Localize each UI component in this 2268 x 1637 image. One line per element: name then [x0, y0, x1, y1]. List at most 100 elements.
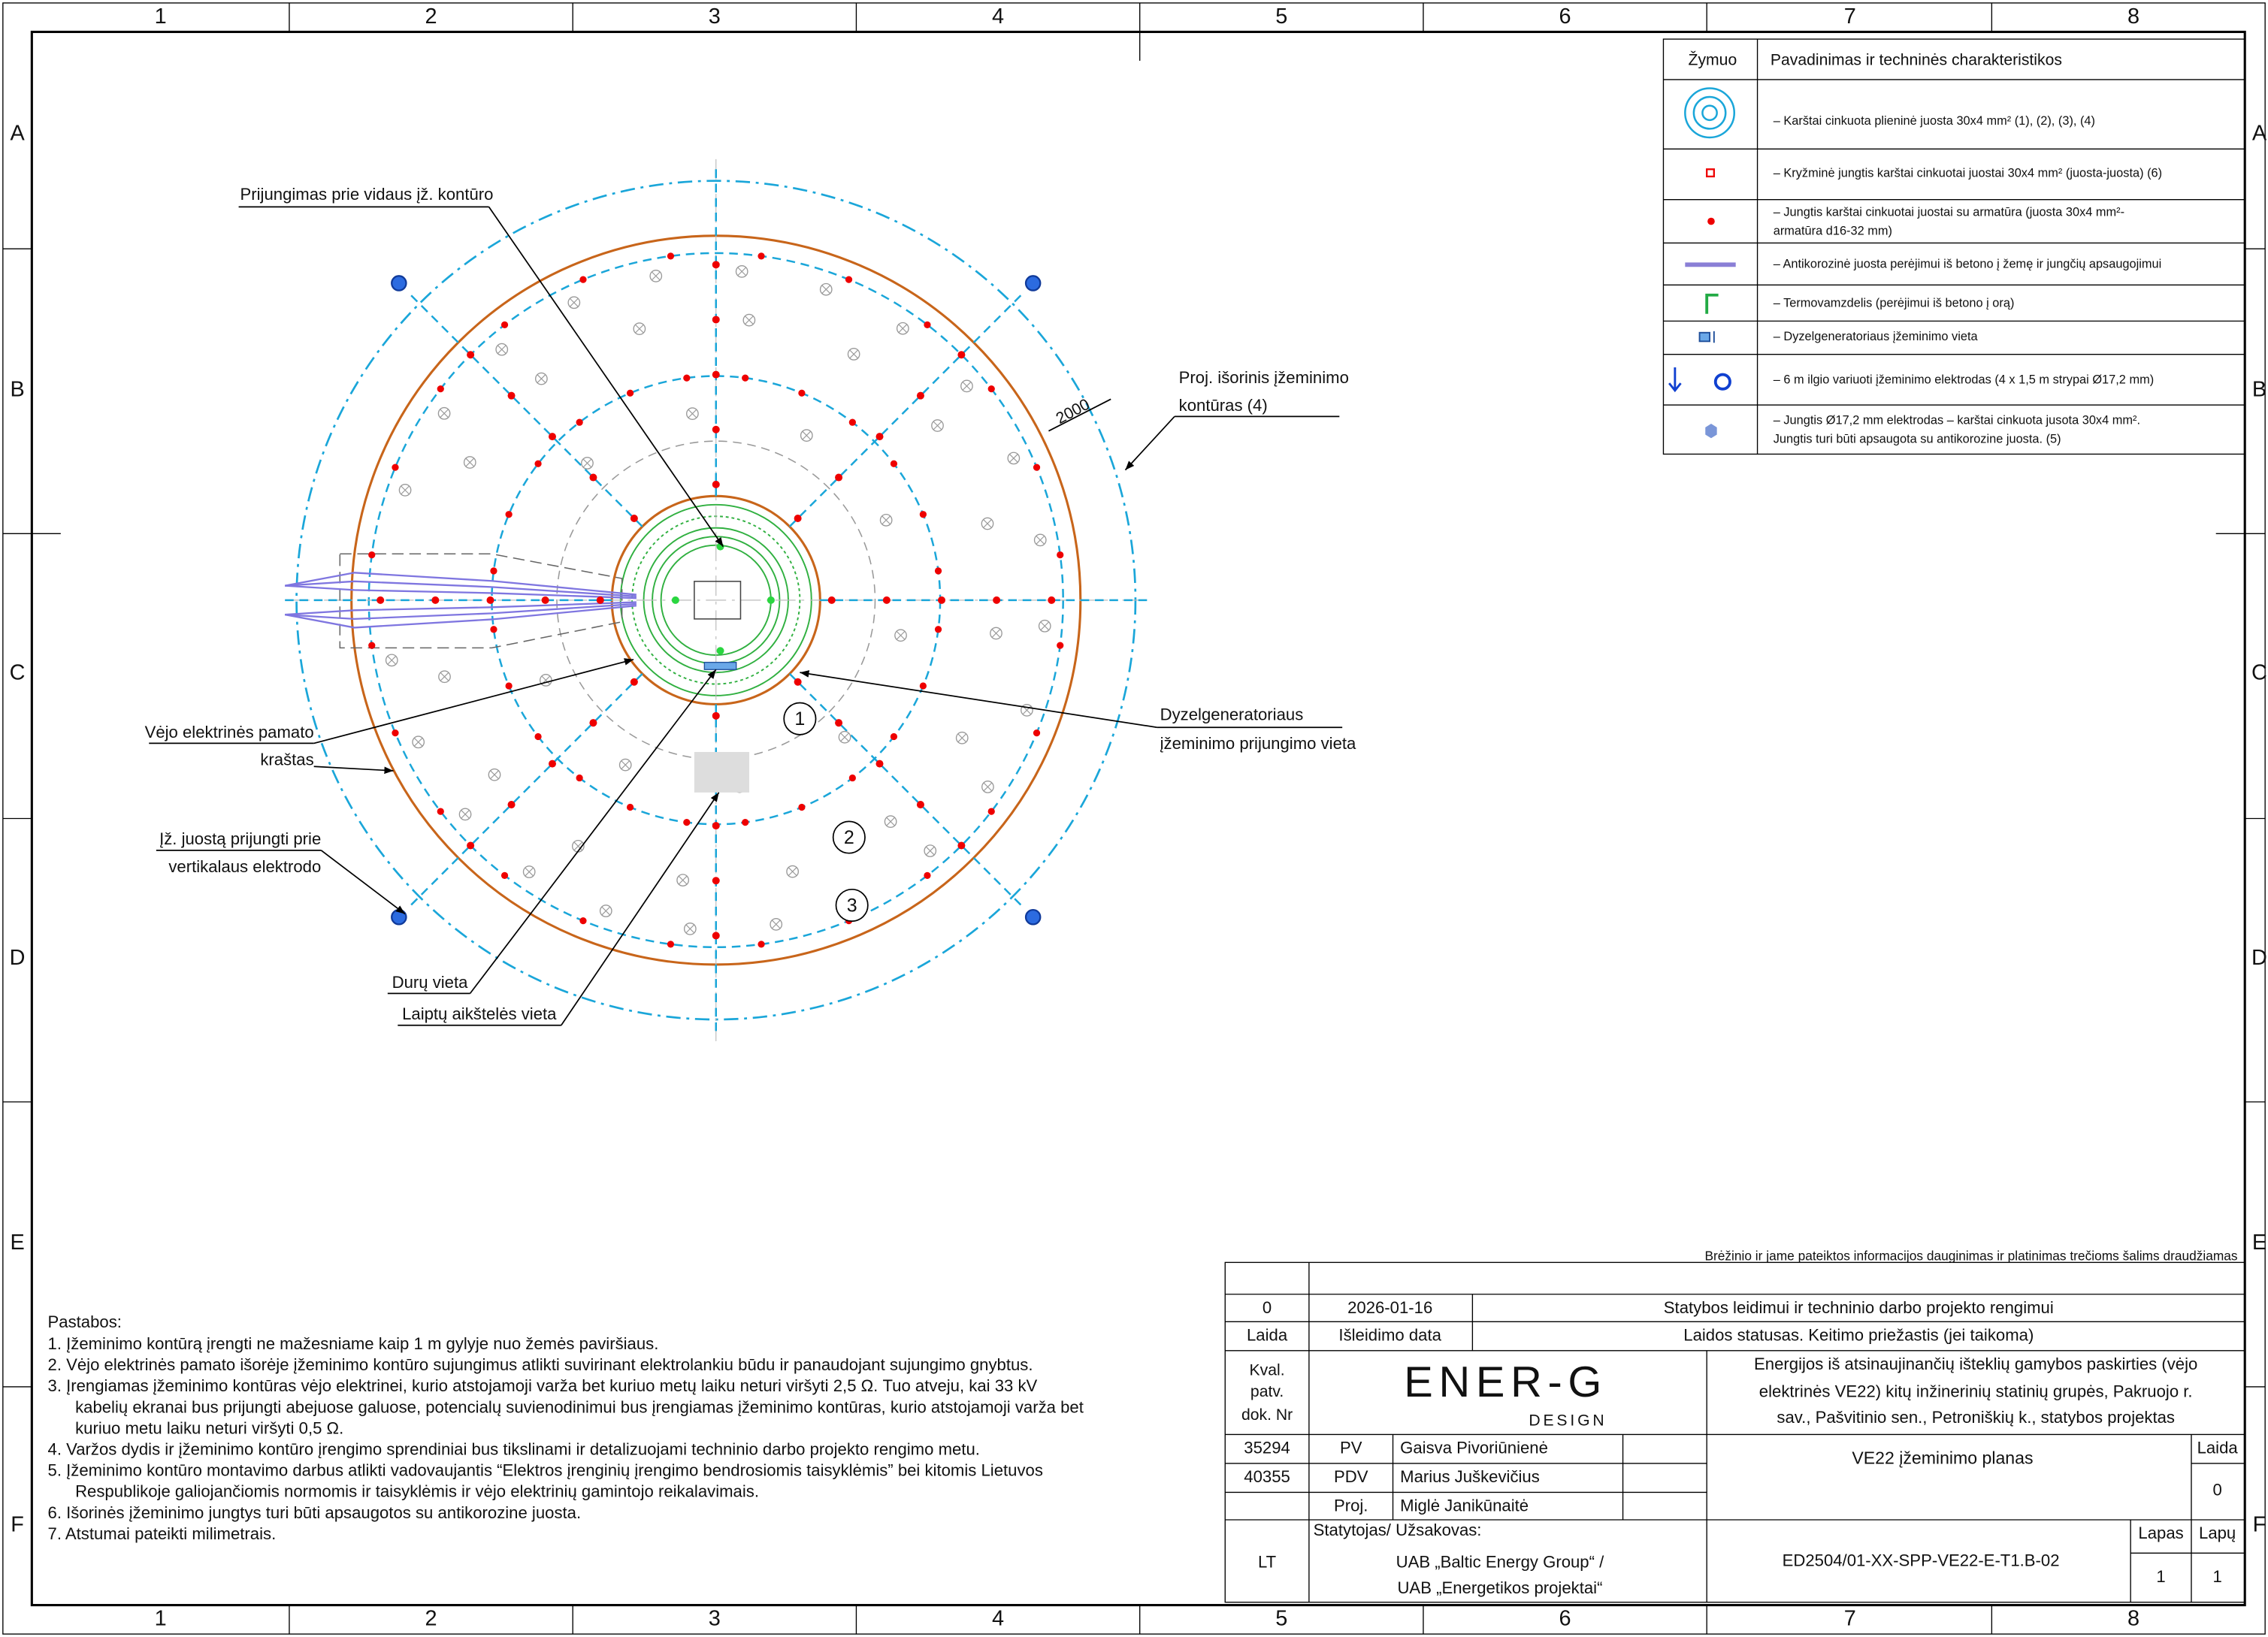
- rebar-joint: [437, 808, 444, 814]
- column-label: 4: [992, 5, 1004, 29]
- rebar-joint: [924, 322, 930, 328]
- rebar-joint: [935, 626, 942, 633]
- revision-header: Išleidimo data: [1338, 1325, 1441, 1344]
- rebar-joint: [742, 374, 748, 381]
- rebar-joint: [988, 808, 995, 814]
- rebar-joint: [876, 433, 884, 440]
- callout: vertikalaus elektrodo: [168, 857, 321, 876]
- revision-cell: 2026-01-16: [1347, 1298, 1432, 1317]
- rebar-joint: [920, 511, 927, 518]
- logo: ENER-G: [1404, 1358, 1607, 1406]
- rebar-joint: [742, 819, 748, 826]
- revision-number: 0: [2212, 1480, 2221, 1499]
- rebar-joint: [667, 252, 674, 259]
- callout: Proj. išorinis įžeminimo: [1179, 368, 1349, 387]
- rebar-joint: [1033, 729, 1040, 736]
- revision-header: Laidos statusas. Keitimo priežastis (jei…: [1683, 1325, 2034, 1344]
- note: 5. Įžeminimo kontūro montavimo darbus at…: [48, 1461, 1043, 1480]
- rebar-joint: [589, 474, 597, 482]
- marker: 1: [794, 708, 805, 729]
- column-label: 7: [1844, 5, 1856, 29]
- electrode: [392, 276, 406, 290]
- rebar-joint: [431, 597, 439, 604]
- row-label: E: [10, 1231, 24, 1255]
- client-label: Statytojas/ Užsakovas:: [1314, 1521, 1482, 1539]
- rebar-joint: [712, 712, 720, 720]
- column-label: 3: [709, 5, 721, 29]
- rebar-joint: [501, 322, 508, 328]
- rebar-joint: [683, 819, 690, 826]
- electrode: [1026, 276, 1040, 290]
- cert-label: Kval.: [1250, 1361, 1285, 1379]
- rebar-joint: [845, 276, 852, 282]
- project-name: Energijos iš atsinaujinančių išteklių ga…: [1754, 1355, 2197, 1373]
- callout: Laiptų aikštelės vieta: [402, 1004, 557, 1023]
- legend-item: – Dyzelgeneratoriaus įžeminimo vieta: [1774, 330, 1979, 343]
- project-name: elektrinės VE22) kitų inžinerinių statin…: [1759, 1382, 2193, 1400]
- sheets: 1: [2212, 1567, 2221, 1586]
- row-label: A: [2252, 122, 2267, 146]
- project-name: sav., Pašvitinio sen., Petroniškių k., s…: [1777, 1408, 2175, 1427]
- rebar-joint: [712, 261, 720, 268]
- drawing-title: VE22 įžeminimo planas: [1852, 1448, 2033, 1467]
- cert-label: patv.: [1250, 1383, 1284, 1400]
- revision-cell: 0: [1263, 1298, 1272, 1317]
- callout: kraštas: [260, 750, 313, 769]
- row-label: D: [10, 946, 26, 970]
- rebar-joint: [576, 775, 583, 781]
- legend-item: – Termovamzdelis (perėjimui iš betono į …: [1774, 297, 2015, 310]
- revision-header: Laida: [1247, 1325, 1288, 1344]
- rebar-joint: [534, 461, 541, 467]
- callout: Įž. juostą prijungti prie: [159, 829, 321, 848]
- rebar-joint: [891, 733, 897, 740]
- rebar-joint: [589, 719, 597, 726]
- rebar-joint: [1048, 597, 1055, 604]
- column-label: 1: [155, 1606, 167, 1630]
- column-label: 2: [425, 5, 437, 29]
- person: Gaisva Pivoriūnienė: [1400, 1439, 1548, 1457]
- rebar-joint: [917, 801, 924, 808]
- rebar-joint: [631, 515, 638, 522]
- cert-number: 40355: [1244, 1467, 1290, 1486]
- rebar-joint: [579, 276, 586, 282]
- marker: 2: [844, 827, 854, 848]
- rebar-joint: [798, 390, 805, 397]
- client: UAB „Baltic Energy Group“ /: [1396, 1553, 1605, 1572]
- rebar-joint: [938, 597, 945, 604]
- note: 2. Vėjo elektrinės pamato išorėje įžemin…: [48, 1355, 1033, 1374]
- column-label: 6: [1559, 1606, 1571, 1630]
- legend-item: – Karštai cinkuota plieninė juosta 30x4 …: [1774, 114, 2095, 128]
- rebar-joint: [627, 390, 634, 397]
- rebar-joint: [1057, 642, 1063, 649]
- rebar-joint: [506, 511, 513, 518]
- column-label: 7: [1844, 1606, 1856, 1630]
- rebar-joint: [501, 872, 508, 879]
- row-label: B: [2252, 377, 2266, 401]
- legend-item: – Antikorozinė juosta perėjimui iš beton…: [1774, 258, 2162, 271]
- revision-cell: Statybos leidimui ir techninio darbo pro…: [1664, 1298, 2054, 1317]
- person: Miglė Janikūnaitė: [1400, 1497, 1529, 1515]
- rebar-joint: [368, 642, 375, 649]
- rebar-joint: [935, 567, 942, 574]
- cert-label: dok. Nr: [1241, 1406, 1293, 1424]
- rebar-joint: [835, 719, 842, 726]
- rebar-joint: [579, 917, 586, 924]
- legend-header: Žymuo: [1689, 50, 1737, 69]
- rebar-joint: [957, 841, 965, 849]
- rebar-joint: [794, 515, 802, 522]
- column-label: 5: [1275, 1606, 1287, 1630]
- notes-title: Pastabos:: [48, 1312, 122, 1331]
- column-label: 4: [992, 1606, 1004, 1630]
- rebar-joint: [506, 682, 513, 689]
- row-label: F: [2253, 1512, 2266, 1536]
- rebar-joint: [828, 597, 836, 604]
- row-label: C: [2251, 661, 2267, 685]
- rebar-joint: [988, 385, 995, 392]
- rebar-joint: [1057, 551, 1063, 558]
- sheets-label: Lapų: [2199, 1524, 2236, 1542]
- rebar-joint: [542, 597, 549, 604]
- callout: kontūras (4): [1179, 396, 1268, 415]
- rebar-joint: [712, 371, 720, 379]
- column-label: 1: [155, 5, 167, 29]
- row-label: E: [2252, 1231, 2266, 1255]
